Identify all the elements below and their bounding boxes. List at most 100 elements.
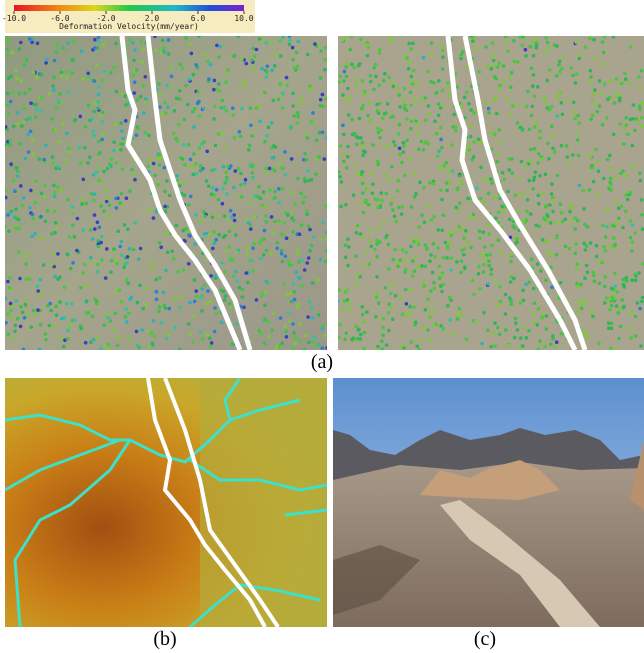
point: [232, 54, 236, 58]
point: [38, 348, 42, 352]
point: [593, 56, 597, 60]
point: [216, 214, 220, 218]
point: [154, 49, 158, 53]
point: [133, 48, 137, 52]
point: [553, 151, 557, 155]
point: [188, 77, 192, 81]
point: [266, 195, 270, 199]
point: [70, 302, 74, 306]
point: [372, 88, 376, 92]
point: [368, 239, 372, 243]
point: [532, 54, 536, 58]
point: [22, 348, 26, 352]
point: [296, 177, 300, 181]
point: [362, 235, 366, 239]
point: [69, 267, 73, 271]
point: [584, 248, 588, 252]
point: [54, 221, 58, 225]
point: [378, 136, 382, 140]
point: [445, 181, 449, 185]
point: [277, 187, 281, 191]
point: [451, 332, 455, 336]
point: [307, 179, 311, 183]
point: [6, 213, 10, 217]
point: [578, 57, 582, 61]
point: [346, 298, 350, 302]
point: [127, 338, 131, 342]
point: [439, 138, 443, 142]
point: [405, 251, 409, 255]
point: [394, 220, 398, 224]
point: [65, 132, 69, 136]
point: [507, 344, 511, 348]
point: [427, 142, 431, 146]
point: [199, 296, 203, 300]
point: [16, 174, 20, 178]
point: [582, 207, 586, 211]
point: [577, 301, 581, 305]
point: [490, 67, 494, 71]
point: [109, 319, 113, 323]
point: [570, 219, 574, 223]
point: [409, 91, 413, 95]
point: [359, 202, 363, 206]
point: [10, 317, 14, 321]
point: [275, 241, 279, 245]
point: [323, 68, 327, 72]
point: [179, 295, 183, 299]
point: [98, 226, 102, 230]
point: [398, 147, 402, 151]
point: [224, 72, 228, 76]
point: [550, 182, 554, 186]
point: [52, 184, 56, 188]
point: [558, 92, 562, 96]
point: [305, 158, 309, 162]
point: [491, 41, 495, 45]
point: [575, 262, 579, 266]
point: [500, 205, 504, 209]
point: [203, 214, 207, 218]
point: [537, 202, 541, 206]
point: [175, 139, 179, 143]
point: [309, 88, 313, 92]
point: [343, 70, 347, 74]
point: [54, 106, 58, 110]
point: [519, 301, 523, 305]
point: [356, 224, 360, 228]
point: [436, 246, 440, 250]
point: [409, 104, 413, 108]
point: [594, 148, 598, 152]
point: [433, 120, 437, 124]
point: [139, 247, 143, 251]
point: [79, 327, 83, 331]
point: [291, 322, 295, 326]
point: [40, 237, 44, 241]
point: [154, 278, 158, 282]
point: [540, 316, 544, 320]
point: [450, 143, 454, 147]
point: [630, 278, 634, 282]
point: [13, 330, 17, 334]
point: [617, 311, 621, 315]
point: [629, 45, 633, 49]
point: [398, 105, 402, 109]
point: [217, 198, 221, 202]
point: [361, 313, 365, 317]
point: [7, 229, 11, 233]
point: [24, 262, 28, 266]
point: [432, 281, 436, 285]
point: [11, 304, 15, 308]
point: [354, 78, 358, 82]
point: [165, 84, 169, 88]
colorbar-tick-label: -6.0: [50, 14, 69, 23]
point: [100, 258, 104, 262]
point: [308, 228, 312, 232]
point: [638, 172, 642, 176]
point: [273, 190, 277, 194]
point: [42, 263, 46, 267]
point: [278, 201, 282, 205]
point: [524, 283, 528, 287]
point: [484, 101, 488, 105]
point: [417, 348, 421, 352]
point: [205, 302, 209, 306]
